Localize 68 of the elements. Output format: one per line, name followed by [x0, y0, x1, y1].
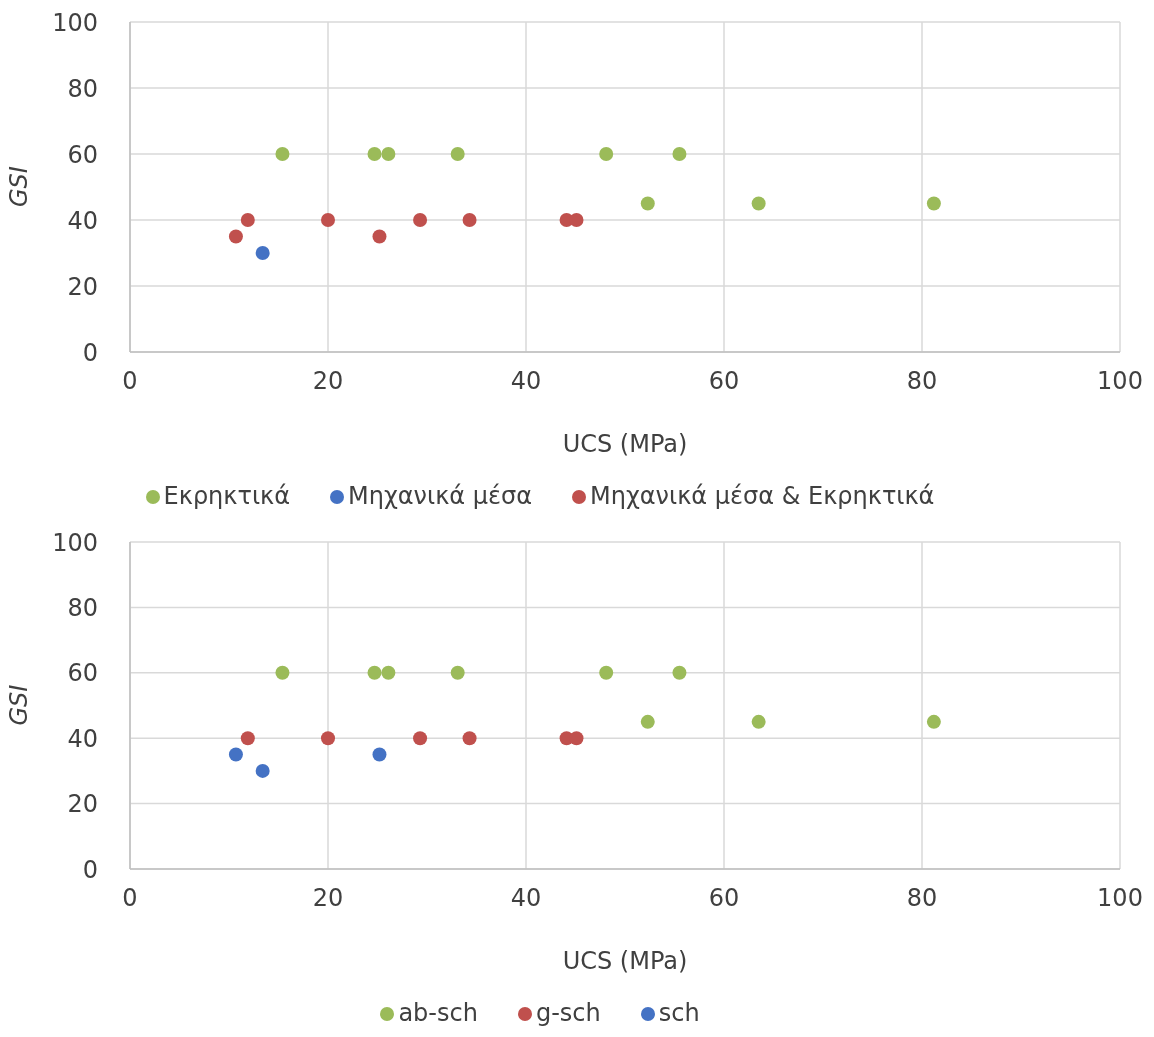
point	[240, 213, 255, 227]
point	[381, 665, 396, 680]
point	[599, 147, 614, 161]
point	[462, 213, 477, 227]
x-tick-label: 100	[1097, 884, 1143, 913]
point	[228, 229, 243, 244]
point	[372, 747, 387, 762]
point	[372, 229, 387, 244]
y-tick-label: 20	[67, 272, 98, 301]
point	[381, 147, 396, 161]
point	[321, 213, 335, 227]
x-tick-label: 100	[1097, 367, 1143, 396]
y-axis-title: GSI	[4, 684, 33, 726]
y-tick-label: 60	[67, 140, 98, 169]
x-tick-label: 80	[906, 884, 938, 913]
x-axis-title: UCS (MPa)	[562, 430, 688, 458]
point	[640, 196, 655, 211]
y-tick-label: 100	[52, 8, 98, 37]
point	[462, 731, 477, 746]
point	[450, 147, 465, 161]
y-tick-label: 80	[67, 74, 98, 103]
y-tick-label: 40	[67, 206, 98, 235]
point	[672, 147, 687, 161]
y-tick-label: 60	[67, 659, 98, 688]
x-tick-label: 20	[312, 367, 344, 396]
point	[569, 731, 584, 746]
point	[228, 747, 243, 762]
x-axis-title: UCS (MPa)	[562, 947, 688, 975]
x-tick-label: 20	[312, 884, 344, 913]
point	[569, 213, 584, 227]
point	[751, 196, 766, 211]
legend-label: Μηχανικά μέσα	[348, 482, 533, 510]
y-tick-label: 100	[52, 528, 98, 557]
x-tick-label: 40	[510, 884, 542, 913]
y-axis-title: GSI	[4, 166, 33, 207]
point	[275, 147, 290, 161]
x-tick-label: 0	[122, 367, 138, 396]
y-tick-label: 0	[82, 338, 98, 367]
x-tick-label: 40	[510, 367, 542, 396]
x-tick-label: 60	[708, 367, 740, 396]
y-tick-label: 80	[67, 593, 98, 622]
point	[367, 147, 382, 161]
point	[672, 665, 687, 680]
legend-label: ab-sch	[398, 999, 478, 1027]
point	[926, 196, 941, 211]
y-tick-label: 20	[67, 790, 98, 819]
point	[751, 714, 766, 729]
point	[367, 665, 382, 680]
point	[240, 731, 255, 746]
y-tick-label: 0	[82, 855, 98, 884]
legend-label: sch	[658, 999, 700, 1027]
point	[640, 714, 655, 729]
point	[275, 665, 290, 680]
point	[599, 665, 614, 680]
point	[255, 246, 270, 260]
y-tick-label: 40	[67, 724, 98, 753]
point	[255, 763, 270, 778]
x-tick-label: 0	[122, 884, 138, 913]
point	[450, 665, 465, 680]
point	[413, 731, 428, 746]
point	[413, 213, 428, 227]
x-tick-label: 60	[708, 884, 740, 913]
x-tick-label: 80	[906, 367, 938, 396]
point	[321, 731, 335, 746]
legend-label: g-sch	[535, 999, 601, 1027]
legend-label: Μηχανικά μέσα & Εκρηκτικά	[590, 482, 935, 510]
point	[926, 714, 941, 729]
legend-label: Εκρηκτικά	[163, 482, 291, 510]
